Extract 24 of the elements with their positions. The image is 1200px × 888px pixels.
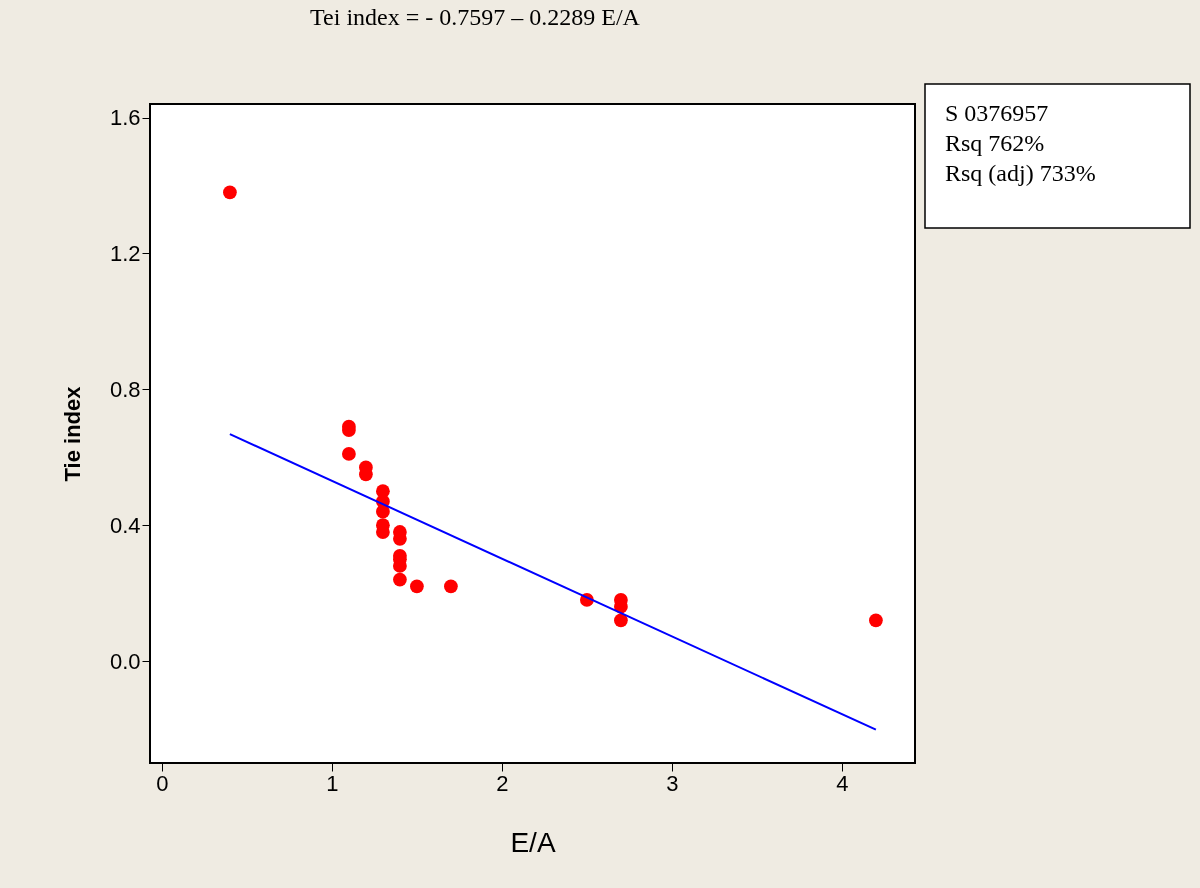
text: Rsq 762% xyxy=(945,130,1045,156)
y-tick-label: 0.8 xyxy=(109,376,141,402)
x-tick-label: 0 xyxy=(156,770,169,796)
text: Rsq (adj) 733% xyxy=(945,160,1096,186)
point xyxy=(410,579,424,594)
x-tick-label: 3 xyxy=(666,770,679,796)
point xyxy=(393,572,407,587)
y-tick-label: 0.4 xyxy=(109,512,141,538)
point xyxy=(869,613,883,628)
y-tick-label: 0.0 xyxy=(109,648,141,674)
x-tick-label: 1 xyxy=(326,770,339,796)
point xyxy=(376,504,390,519)
chart-title: Tei index = - 0.7597 – 0.2289 E/A xyxy=(310,4,641,30)
y-tick-label: 1.2 xyxy=(109,240,141,266)
text: S 0376957 xyxy=(945,100,1049,126)
y-axis-title: Tie index xyxy=(59,385,85,482)
point xyxy=(342,447,356,461)
point xyxy=(444,579,458,594)
x-tick-label: 2 xyxy=(496,770,509,796)
x-axis-title: E/A xyxy=(510,826,556,858)
point xyxy=(614,613,628,628)
y-tick-label: 1.6 xyxy=(109,105,141,131)
x-tick-label: 4 xyxy=(836,770,849,796)
point xyxy=(223,185,237,200)
